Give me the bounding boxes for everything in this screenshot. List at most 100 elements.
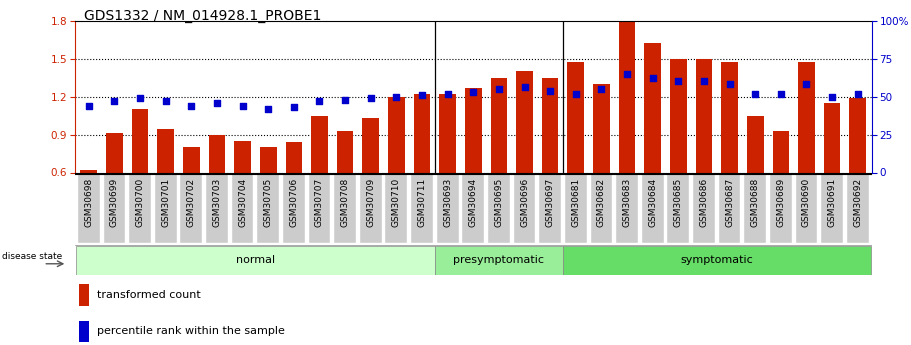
Bar	[283, 174, 305, 243]
Bar	[183, 147, 200, 172]
Bar	[132, 109, 148, 172]
Bar	[435, 246, 563, 275]
Bar	[693, 174, 715, 243]
Bar	[619, 21, 635, 172]
Text: normal: normal	[236, 255, 275, 265]
Text: GSM30706: GSM30706	[290, 178, 298, 227]
Text: disease state: disease state	[2, 252, 63, 261]
Text: GSM30707: GSM30707	[315, 178, 324, 227]
Text: symptomatic: symptomatic	[681, 255, 753, 265]
Point	[338, 97, 353, 102]
Text: GSM30685: GSM30685	[674, 178, 683, 227]
Point	[492, 86, 507, 92]
Bar	[411, 174, 433, 243]
Text: GSM30702: GSM30702	[187, 178, 196, 227]
Bar	[76, 246, 435, 275]
Text: presymptomatic: presymptomatic	[454, 255, 545, 265]
Bar	[414, 94, 430, 172]
Bar	[696, 59, 712, 172]
Bar	[436, 174, 458, 243]
Text: GDS1332 / NM_014928.1_PROBE1: GDS1332 / NM_014928.1_PROBE1	[84, 9, 322, 23]
Point	[722, 82, 737, 87]
Text: percentile rank within the sample: percentile rank within the sample	[97, 326, 284, 336]
Bar	[670, 59, 687, 172]
Text: GSM30683: GSM30683	[622, 178, 631, 227]
Bar	[770, 174, 792, 243]
Bar	[363, 118, 379, 172]
Point	[415, 92, 429, 98]
Bar	[439, 94, 456, 172]
Text: GSM30709: GSM30709	[366, 178, 375, 227]
Bar	[78, 321, 88, 342]
Text: GSM30705: GSM30705	[263, 178, 272, 227]
Text: GSM30699: GSM30699	[110, 178, 119, 227]
Point	[389, 94, 404, 99]
Bar	[106, 133, 123, 172]
Point	[594, 86, 609, 92]
Bar	[80, 170, 97, 172]
Bar	[337, 131, 353, 172]
Bar	[539, 174, 561, 243]
Bar	[206, 174, 228, 243]
Bar	[260, 147, 277, 172]
Bar	[821, 174, 843, 243]
Point	[159, 98, 173, 104]
Point	[697, 79, 711, 84]
Text: GSM30711: GSM30711	[417, 178, 426, 227]
Bar	[78, 284, 88, 306]
Point	[184, 103, 199, 108]
Point	[210, 100, 224, 106]
Bar	[490, 78, 507, 172]
Bar	[568, 62, 584, 172]
Text: GSM30682: GSM30682	[597, 178, 606, 227]
Point	[748, 91, 763, 96]
Text: GSM30691: GSM30691	[827, 178, 836, 227]
Text: GSM30688: GSM30688	[751, 178, 760, 227]
Point	[824, 94, 839, 99]
Point	[312, 98, 327, 104]
Text: GSM30703: GSM30703	[212, 178, 221, 227]
Text: GSM30693: GSM30693	[443, 178, 452, 227]
Bar	[565, 174, 587, 243]
Bar	[312, 116, 328, 172]
Bar	[798, 62, 814, 172]
Bar	[668, 174, 690, 243]
Text: GSM30708: GSM30708	[341, 178, 350, 227]
Bar	[795, 174, 817, 243]
Point	[440, 91, 455, 96]
Point	[287, 105, 302, 110]
Bar	[360, 174, 382, 243]
Text: GSM30694: GSM30694	[469, 178, 477, 227]
Bar	[773, 131, 789, 172]
Bar	[514, 174, 536, 243]
Text: GSM30684: GSM30684	[649, 178, 657, 227]
Point	[619, 71, 634, 77]
Bar	[78, 174, 99, 243]
Point	[363, 95, 378, 101]
Point	[235, 103, 250, 108]
Text: GSM30687: GSM30687	[725, 178, 734, 227]
Bar	[744, 174, 766, 243]
Text: GSM30692: GSM30692	[854, 178, 862, 227]
Bar	[285, 142, 302, 172]
Point	[81, 103, 96, 108]
Point	[107, 98, 122, 104]
Bar	[824, 103, 841, 172]
Bar	[593, 84, 609, 172]
Bar	[388, 97, 404, 172]
Point	[671, 79, 686, 84]
Bar	[257, 174, 279, 243]
Bar	[234, 141, 251, 172]
Bar	[465, 88, 482, 172]
Text: GSM30695: GSM30695	[495, 178, 504, 227]
Bar	[644, 43, 661, 172]
Bar	[334, 174, 356, 243]
Bar	[463, 174, 484, 243]
Bar	[231, 174, 253, 243]
Bar	[849, 98, 866, 172]
Bar	[722, 62, 738, 172]
Point	[517, 85, 532, 90]
Bar	[517, 71, 533, 172]
Point	[466, 89, 481, 95]
Text: GSM30697: GSM30697	[546, 178, 555, 227]
